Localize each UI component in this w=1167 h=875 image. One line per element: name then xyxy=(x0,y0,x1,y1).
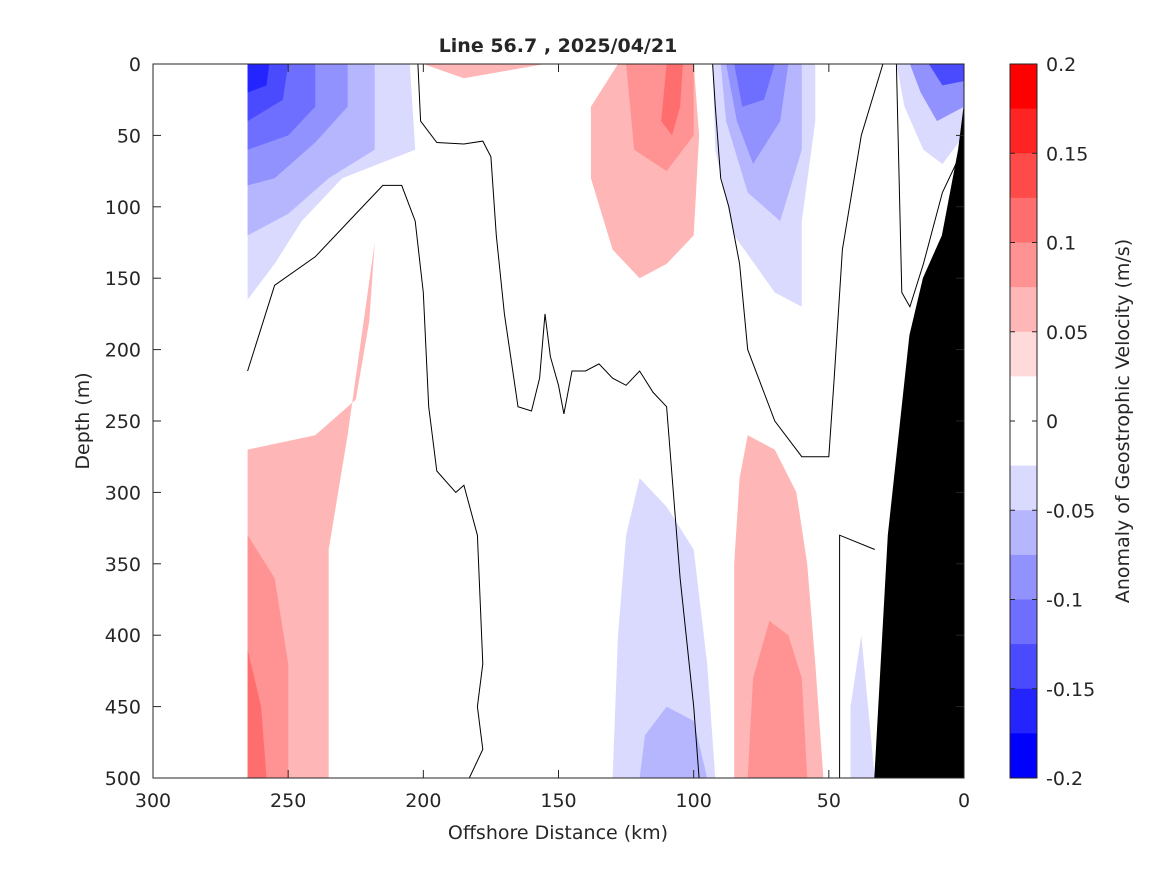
plot-area: 300 250 200 150 100 50 0 050100150200250300350… xyxy=(105,54,970,812)
colorbar-tick-label: 0.05 xyxy=(1046,322,1088,344)
anomaly-region-negative xyxy=(247,64,270,93)
bathymetry-shape xyxy=(874,106,964,778)
y-tick-label: 50 xyxy=(117,125,141,147)
x-tick-label: 300 xyxy=(135,790,171,812)
colorbar-swatch xyxy=(1010,644,1037,690)
anomaly-region-positive xyxy=(661,64,683,136)
x-tick-label: 250 xyxy=(270,790,306,812)
anomaly-region-negative xyxy=(850,635,875,778)
colorbar-label: Anomaly of Geostrophic Velocity (m/s) xyxy=(1112,239,1134,603)
bathymetry-layer xyxy=(874,106,964,778)
colorbar-ticks: 0.2 0.15 0.1 0.05 0 -0.05 -0.1 -0.15 -0.2 xyxy=(1010,54,1095,790)
zero-contour-layer xyxy=(247,64,957,778)
y-tick-label: 0 xyxy=(129,54,141,76)
anomaly-region-negative xyxy=(612,478,716,778)
x-tick-label: 200 xyxy=(405,790,441,812)
y-tick-label: 350 xyxy=(105,554,141,576)
colorbar-swatch xyxy=(1010,153,1037,199)
colorbar-tick-label: -0.15 xyxy=(1046,679,1095,701)
colorbar-tick-label: -0.1 xyxy=(1046,590,1083,612)
zero-contour-line xyxy=(247,184,484,778)
anomaly-region-negative xyxy=(734,64,775,107)
colorbar-swatch xyxy=(1010,108,1037,154)
zero-contour-line xyxy=(417,64,700,778)
colorbar-swatch xyxy=(1010,733,1037,779)
anomaly-region-negative xyxy=(639,706,708,778)
y-tick-label: 250 xyxy=(105,411,141,433)
anomaly-region-positive xyxy=(747,620,808,778)
colorbar-swatches xyxy=(1010,64,1037,779)
y-tick-label: 400 xyxy=(105,625,141,647)
colorbar-swatch xyxy=(1010,688,1037,734)
y-tick-label: 100 xyxy=(105,197,141,219)
chart-title: Line 56.7 , 2025/04/21 xyxy=(439,35,678,57)
x-tick-label: 150 xyxy=(540,790,576,812)
anomaly-region-positive xyxy=(423,64,545,79)
x-axis-label: Offshore Distance (km) xyxy=(448,822,668,844)
colorbar-tick-label: -0.2 xyxy=(1046,768,1083,790)
anomaly-region-positive xyxy=(247,649,267,778)
y-tick-label: 450 xyxy=(105,697,141,719)
y-tick-label: 300 xyxy=(105,482,141,504)
colorbar: 0.2 0.15 0.1 0.05 0 -0.05 -0.1 -0.15 -0.2 Anomal… xyxy=(1009,54,1134,790)
colorbar-swatch xyxy=(1010,64,1037,110)
colorbar-swatch xyxy=(1010,510,1037,556)
colorbar-swatch xyxy=(1010,465,1037,511)
colorbar-tick-label: 0.15 xyxy=(1046,143,1088,165)
colorbar-swatch xyxy=(1010,376,1037,422)
y-tick-label: 200 xyxy=(105,340,141,362)
colorbar-swatch xyxy=(1010,599,1037,645)
y-tick-label: 150 xyxy=(105,268,141,290)
colorbar-tick-label: -0.05 xyxy=(1046,500,1095,522)
y-axis-ticks: 0 50 100 150 200 250 300 350 400 450 500 xyxy=(105,54,964,790)
anomaly-region-negative xyxy=(928,64,964,86)
x-tick-label: 50 xyxy=(817,790,841,812)
colorbar-swatch xyxy=(1010,197,1037,244)
zero-contour-line xyxy=(712,64,884,458)
colorbar-swatch xyxy=(1010,331,1037,377)
x-tick-label: 100 xyxy=(676,790,712,812)
colorbar-swatch xyxy=(1010,421,1037,467)
x-tick-label: 0 xyxy=(958,790,970,812)
y-tick-label: 500 xyxy=(105,768,141,790)
y-axis-label: Depth (m) xyxy=(72,372,94,469)
zero-contour-line xyxy=(839,534,875,778)
colorbar-swatch xyxy=(1010,287,1037,333)
colorbar-tick-label: 0 xyxy=(1046,411,1058,433)
x-axis-ticks: 300 250 200 150 100 50 0 xyxy=(135,64,970,812)
colorbar-tick-label: 0.2 xyxy=(1046,54,1076,76)
colorbar-tick-label: 0.1 xyxy=(1046,233,1076,255)
zero-contour-line xyxy=(895,64,957,309)
colorbar-swatch xyxy=(1010,554,1037,601)
anomaly-regions-layer xyxy=(247,64,964,778)
colorbar-swatch xyxy=(1010,242,1037,288)
